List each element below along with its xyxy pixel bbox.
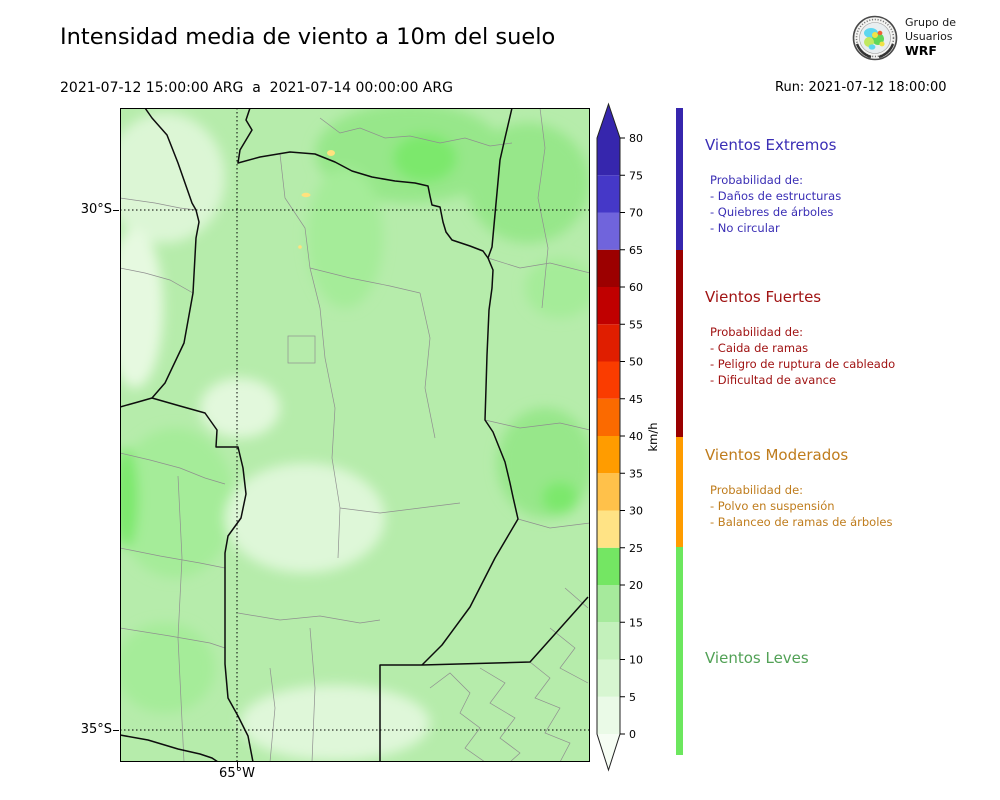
- colorbar-unit-label: km/h: [646, 422, 660, 451]
- colorbar-arrow-bottom: [597, 734, 620, 770]
- category-title: Vientos Fuertes: [705, 288, 822, 306]
- lon-label-65w: 65°W: [219, 766, 255, 781]
- moderate-wind-spots: [298, 150, 335, 249]
- lat-label-35s: 35°S: [80, 722, 112, 737]
- wind-intensity-map: [120, 108, 590, 762]
- page-title: Intensidad media de viento a 10m del sue…: [60, 24, 556, 50]
- lat-label-30s: 30°S: [80, 202, 112, 217]
- category-item: - Caida de ramas: [710, 341, 809, 355]
- category-item: - Dificultad de avance: [710, 373, 837, 387]
- lon-tick-65w: [237, 762, 238, 768]
- legend-vientos-leves: Vientos Leves: [703, 649, 993, 685]
- strip-leves: [676, 547, 683, 755]
- svg-text:45: 45: [629, 393, 643, 406]
- strip-fuertes: [676, 250, 683, 437]
- province-boundaries: [120, 108, 589, 762]
- svg-text:20: 20: [629, 579, 643, 592]
- logo-line-2: Usuarios: [905, 30, 953, 43]
- category-title: Vientos Leves: [705, 649, 809, 667]
- category-title: Vientos Moderados: [705, 446, 849, 464]
- svg-text:0: 0: [629, 728, 636, 741]
- category-intro: Probabilidad de:: [710, 483, 804, 497]
- wrf-group-logo-icon: [852, 15, 898, 61]
- lat-tick-35s: [113, 730, 119, 731]
- colorbar-arrow-top: [597, 104, 620, 138]
- strip-extremos: [676, 108, 683, 250]
- svg-text:60: 60: [629, 281, 643, 294]
- svg-text:50: 50: [629, 356, 643, 369]
- strip-moderados: [676, 437, 683, 547]
- logo-text: Grupo de Usuarios WRF: [905, 16, 956, 58]
- category-title: Vientos Extremos: [705, 136, 837, 154]
- colorbar-segments: [597, 104, 620, 770]
- category-item: - Balanceo de ramas de árboles: [710, 515, 893, 529]
- svg-text:5: 5: [629, 691, 636, 704]
- category-intro: Probabilidad de:: [710, 325, 804, 339]
- category-item: - Quiebres de árboles: [710, 205, 834, 219]
- svg-text:15: 15: [629, 616, 643, 629]
- category-item: - No circular: [710, 221, 780, 235]
- forecast-period: 2021-07-12 15:00:00 ARG a 2021-07-14 00:…: [60, 80, 453, 96]
- department-boundaries: [120, 108, 590, 762]
- legend-vientos-moderados: Vientos Moderados Probabilidad de: - Pol…: [703, 446, 993, 530]
- svg-text:35: 35: [629, 467, 643, 480]
- wind-shading-patches: [120, 108, 590, 761]
- colorbar-tick-marks: [620, 137, 625, 735]
- model-run-label: Run: 2021-07-12 18:00:00: [775, 80, 947, 95]
- lat-tick-30s: [113, 210, 119, 211]
- legend-vientos-extremos: Vientos Extremos Probabilidad de: - Daño…: [703, 136, 993, 236]
- wind-speed-colorbar: 0 5 10 15 20 25 30 35 40 45 50 55 60 65 …: [596, 102, 660, 772]
- svg-text:10: 10: [629, 654, 643, 667]
- svg-text:70: 70: [629, 207, 643, 220]
- svg-text:80: 80: [629, 132, 643, 145]
- category-item: - Daños de estructuras: [710, 189, 842, 203]
- svg-text:55: 55: [629, 318, 643, 331]
- category-color-strip: [676, 108, 683, 755]
- svg-text:75: 75: [629, 169, 643, 182]
- category-item: - Peligro de ruptura de cableado: [710, 357, 896, 371]
- svg-text:30: 30: [629, 505, 643, 518]
- category-intro: Probabilidad de:: [710, 173, 804, 187]
- category-item: - Polvo en suspensión: [710, 499, 835, 513]
- logo-line-1: Grupo de: [905, 16, 956, 29]
- svg-text:65: 65: [629, 244, 643, 257]
- logo-line-3: WRF: [905, 43, 937, 58]
- svg-text:25: 25: [629, 542, 643, 555]
- colorbar-tick-labels: 0 5 10 15 20 25 30 35 40 45 50 55 60 65 …: [629, 132, 643, 741]
- svg-text:40: 40: [629, 430, 643, 443]
- map-frame: [120, 108, 590, 762]
- graticule-lines: [120, 108, 590, 762]
- legend-vientos-fuertes: Vientos Fuertes Probabilidad de: - Caida…: [703, 288, 993, 388]
